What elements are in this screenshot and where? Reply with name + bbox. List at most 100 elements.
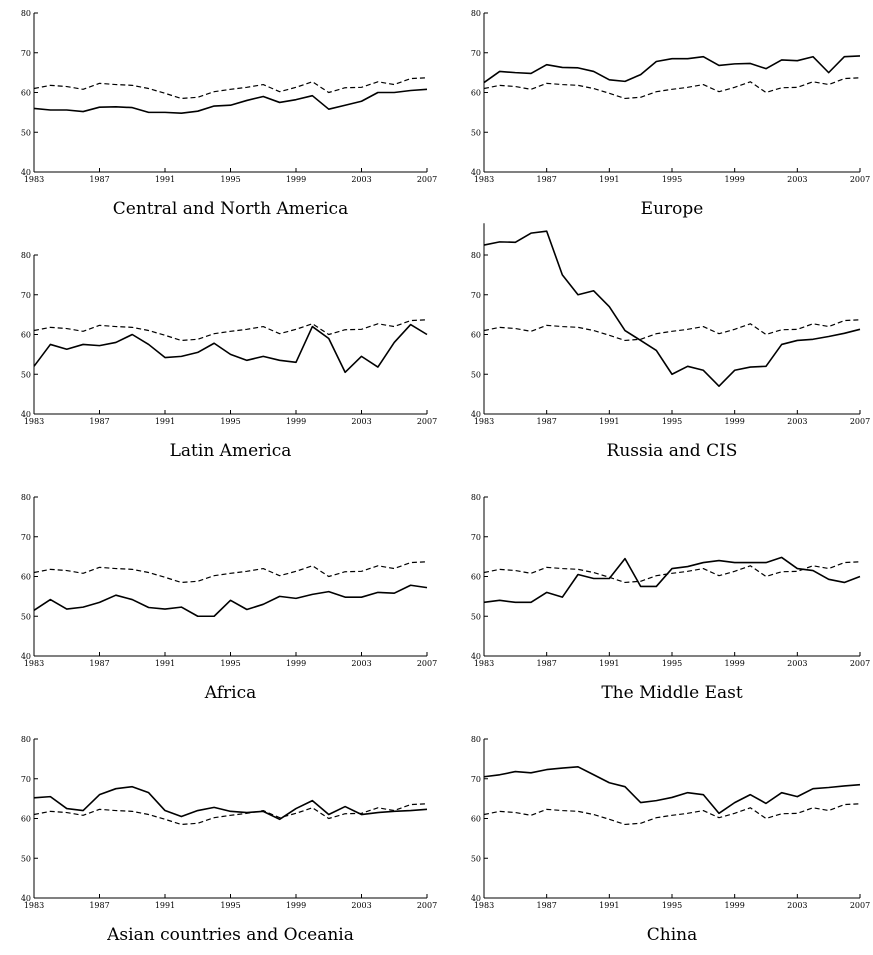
x-tick-label: 2003 [351, 659, 371, 668]
series-line [483, 556, 861, 604]
y-tick-label: 70 [471, 533, 481, 542]
x-tick-label: 2003 [351, 417, 371, 426]
series-line [33, 561, 428, 584]
x-tick-label: 2007 [850, 901, 870, 910]
y-tick-label: 70 [471, 49, 481, 58]
series-line [33, 323, 428, 374]
y-tick-label: 70 [471, 775, 481, 784]
y-tick-label: 50 [21, 128, 31, 137]
series-line [33, 584, 428, 618]
x-tick-label: 1995 [220, 417, 240, 426]
series-line [33, 785, 428, 821]
y-tick-label: 80 [21, 493, 31, 502]
x-tick-label: 2003 [787, 901, 807, 910]
x-tick-label: 2007 [417, 175, 437, 184]
x-tick-label: 1995 [220, 659, 240, 668]
series-line [33, 803, 428, 826]
x-tick-label: 1995 [220, 901, 240, 910]
chart-caption: Europe [641, 199, 704, 219]
x-tick-label: 1991 [155, 659, 175, 668]
y-tick-label: 80 [21, 735, 31, 744]
y-tick-label: 80 [471, 9, 481, 18]
series-line [33, 88, 428, 114]
x-tick-label: 1987 [89, 901, 109, 910]
y-tick-label: 60 [21, 573, 31, 582]
chart-caption: Russia and CIS [607, 441, 738, 461]
x-tick-label: 2007 [417, 417, 437, 426]
y-tick-label: 60 [471, 89, 481, 98]
x-tick-label: 2003 [351, 175, 371, 184]
x-tick-label: 1999 [286, 659, 306, 668]
y-tick-label: 50 [21, 370, 31, 379]
y-tick-label: 80 [21, 251, 31, 260]
y-tick-label: 40 [21, 652, 31, 661]
x-tick-label: 1995 [662, 417, 682, 426]
x-tick-label: 1999 [286, 417, 306, 426]
y-tick-label: 40 [471, 168, 481, 177]
y-tick-label: 60 [471, 815, 481, 824]
chart-caption: Asian countries and Oceania [106, 925, 354, 945]
y-tick-label: 40 [21, 168, 31, 177]
x-tick-label: 1991 [599, 901, 619, 910]
series-line [483, 319, 861, 342]
x-tick-label: 1983 [474, 901, 494, 910]
x-tick-label: 2007 [417, 901, 437, 910]
x-tick-label: 2007 [850, 659, 870, 668]
x-tick-label: 1999 [286, 901, 306, 910]
x-tick-label: 1995 [220, 175, 240, 184]
y-tick-label: 40 [471, 410, 481, 419]
x-tick-label: 1987 [89, 659, 109, 668]
series-line [483, 766, 861, 815]
x-tick-label: 2007 [850, 175, 870, 184]
x-tick-label: 1987 [536, 417, 556, 426]
y-tick-label: 80 [471, 493, 481, 502]
x-tick-label: 1983 [474, 175, 494, 184]
y-tick-label: 60 [21, 331, 31, 340]
x-tick-label: 1983 [24, 901, 44, 910]
series-line [33, 319, 428, 342]
y-tick-label: 60 [471, 331, 481, 340]
x-tick-label: 1983 [24, 175, 44, 184]
x-tick-label: 1987 [89, 175, 109, 184]
series-line [483, 55, 861, 84]
series-line [33, 77, 428, 100]
x-tick-label: 1991 [599, 659, 619, 668]
x-tick-label: 1983 [474, 417, 494, 426]
y-tick-label: 50 [21, 612, 31, 621]
chart-caption: Central and North America [113, 199, 348, 219]
series-line [483, 803, 861, 826]
x-tick-label: 1999 [724, 417, 744, 426]
y-tick-label: 70 [21, 291, 31, 300]
y-tick-label: 70 [21, 533, 31, 542]
chart-caption: Africa [204, 683, 257, 703]
y-tick-label: 70 [471, 291, 481, 300]
x-tick-label: 1995 [662, 901, 682, 910]
x-tick-label: 2007 [417, 659, 437, 668]
y-tick-label: 70 [21, 49, 31, 58]
x-tick-label: 1983 [24, 659, 44, 668]
x-tick-label: 1987 [536, 175, 556, 184]
x-tick-label: 1991 [155, 901, 175, 910]
y-tick-label: 60 [21, 815, 31, 824]
y-tick-label: 50 [471, 128, 481, 137]
x-tick-label: 2003 [787, 659, 807, 668]
x-tick-label: 1995 [662, 175, 682, 184]
series-line [483, 230, 861, 387]
chart-caption: China [647, 925, 697, 945]
x-tick-label: 1987 [536, 659, 556, 668]
x-tick-label: 1999 [286, 175, 306, 184]
chart-caption: Latin America [170, 441, 292, 461]
x-tick-label: 1991 [155, 175, 175, 184]
y-tick-label: 60 [21, 89, 31, 98]
x-tick-label: 1995 [662, 659, 682, 668]
y-tick-label: 50 [471, 854, 481, 863]
series-line [483, 77, 861, 100]
y-tick-label: 50 [471, 612, 481, 621]
x-tick-label: 1999 [724, 175, 744, 184]
x-tick-label: 2003 [787, 175, 807, 184]
x-tick-label: 1983 [24, 417, 44, 426]
x-tick-label: 1983 [474, 659, 494, 668]
x-tick-label: 2003 [351, 901, 371, 910]
y-tick-label: 40 [471, 894, 481, 903]
